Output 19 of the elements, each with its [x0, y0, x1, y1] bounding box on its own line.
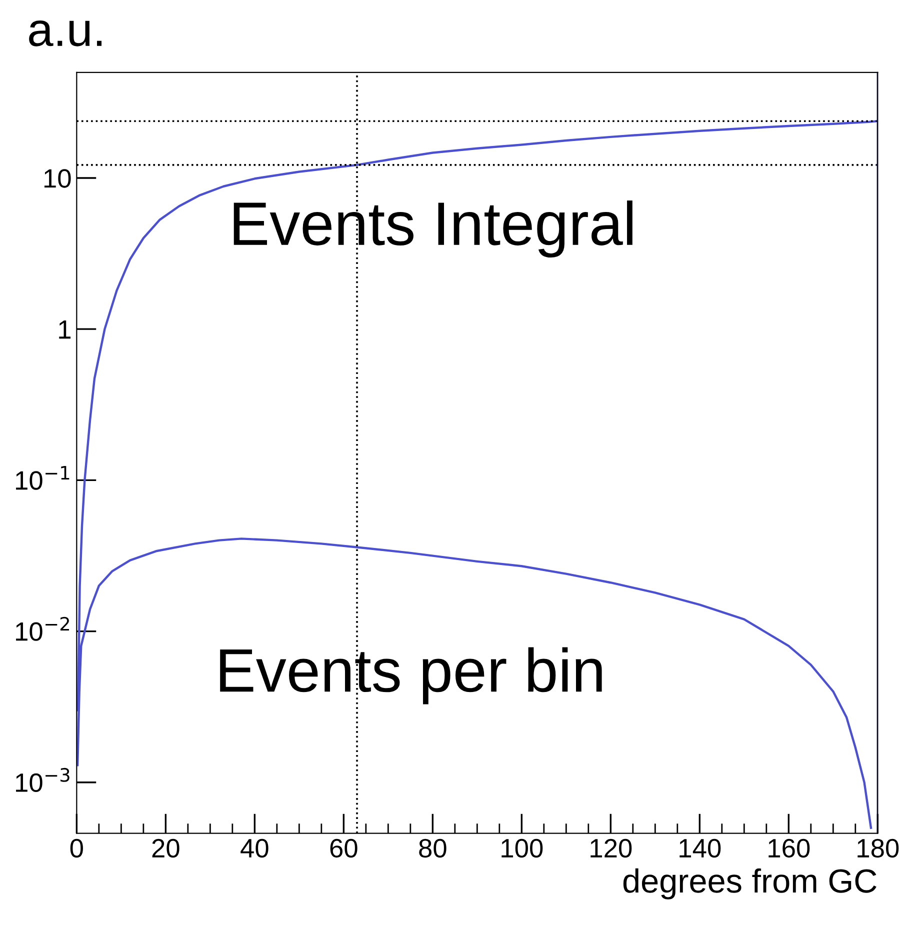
series-label: Events Integral: [234, 200, 632, 258]
x-tick-label: 60: [330, 838, 358, 858]
x-tick-label: 160: [768, 838, 810, 858]
x-tick-label: 20: [152, 838, 180, 858]
y-tick-label: 10: [44, 169, 71, 188]
y-tick-label: 10$^{−2}$: [16, 616, 70, 641]
series-label: Events per bin: [220, 647, 602, 704]
x-tick-label: 120: [590, 838, 632, 858]
x-tick-label: 80: [419, 838, 446, 858]
x-tick-label: 100: [502, 838, 543, 858]
y-tick-label: 10$^{−3}$: [16, 768, 70, 792]
y-tick-label: 1: [59, 320, 71, 339]
x-axis-title: degrees from GC: [623, 868, 876, 900]
x-tick-label: 180: [858, 838, 899, 858]
x-tick-label: 40: [240, 838, 268, 858]
y-tick-label: 10$^{−1}$: [16, 466, 70, 490]
x-tick-label: 140: [680, 838, 721, 858]
x-tick-label: 0: [70, 838, 83, 858]
y-axis-title: a.u.: [29, 20, 102, 46]
